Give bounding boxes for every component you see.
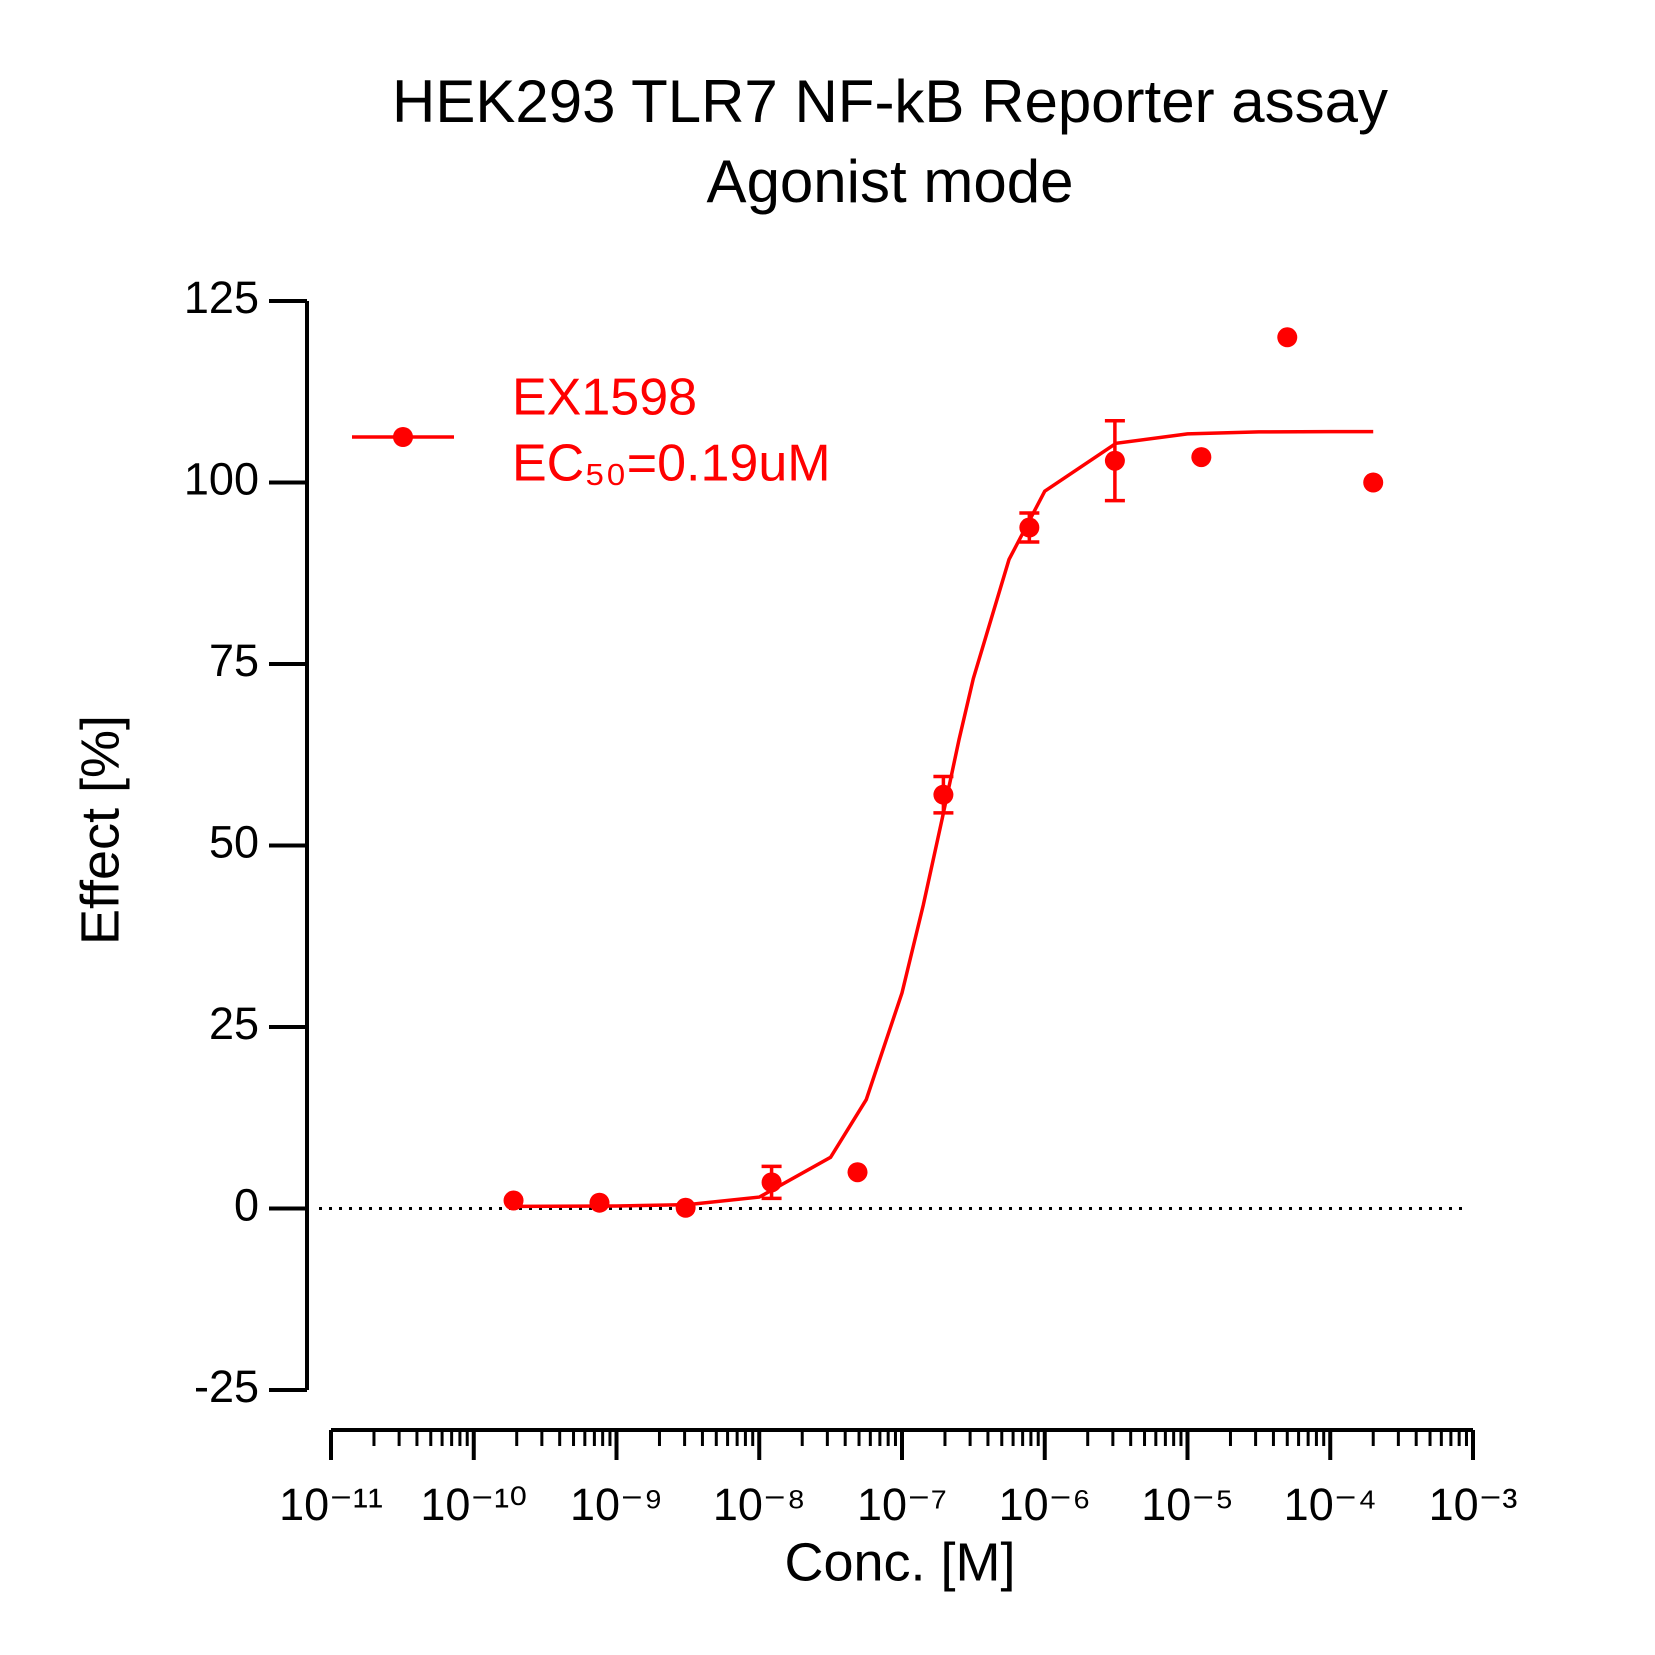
x-tick-label: 10⁻¹⁰ bbox=[420, 1479, 527, 1530]
data-point bbox=[675, 1197, 696, 1218]
x-tick-label: 10⁻³ bbox=[1429, 1479, 1518, 1530]
x-axis-label: Conc. [M] bbox=[784, 1532, 1015, 1592]
chart-title: HEK293 TLR7 NF-kB Reporter assay bbox=[392, 68, 1388, 135]
y-tick-label: -25 bbox=[194, 1361, 259, 1412]
y-tick-label: 50 bbox=[209, 816, 259, 867]
y-tick-label: 75 bbox=[209, 635, 259, 686]
chart-subtitle: Agonist mode bbox=[707, 148, 1074, 215]
data-point bbox=[847, 1162, 868, 1183]
data-point bbox=[761, 1172, 782, 1193]
y-axis-label: Effect [%] bbox=[70, 715, 130, 945]
x-tick-label: 10⁻¹¹ bbox=[279, 1479, 383, 1530]
y-tick-label: 25 bbox=[209, 998, 259, 1049]
x-tick-label: 10⁻⁷ bbox=[857, 1479, 947, 1530]
legend-label: EX1598 bbox=[512, 369, 697, 427]
data-point bbox=[1104, 450, 1125, 471]
x-tick-label: 10⁻⁴ bbox=[1284, 1479, 1377, 1530]
x-tick-label: 10⁻⁸ bbox=[713, 1479, 806, 1530]
data-point bbox=[1363, 472, 1384, 493]
data-point bbox=[503, 1190, 524, 1211]
y-tick-label: 125 bbox=[184, 272, 259, 323]
annotation: EC₅₀=0.19uM bbox=[512, 435, 831, 493]
data-point bbox=[1019, 517, 1040, 538]
y-tick-label: 100 bbox=[184, 453, 259, 504]
x-tick-label: 10⁻⁶ bbox=[999, 1479, 1091, 1530]
y-tick-label: 0 bbox=[234, 1179, 259, 1230]
data-point bbox=[1191, 447, 1212, 468]
x-tick-label: 10⁻⁵ bbox=[1141, 1479, 1233, 1530]
fit-curve bbox=[516, 429, 1374, 1209]
x-tick-label: 10⁻⁹ bbox=[570, 1479, 663, 1530]
legend-marker bbox=[393, 427, 413, 447]
data-point bbox=[589, 1192, 610, 1213]
data-point bbox=[933, 784, 954, 805]
data-point bbox=[1277, 327, 1298, 348]
